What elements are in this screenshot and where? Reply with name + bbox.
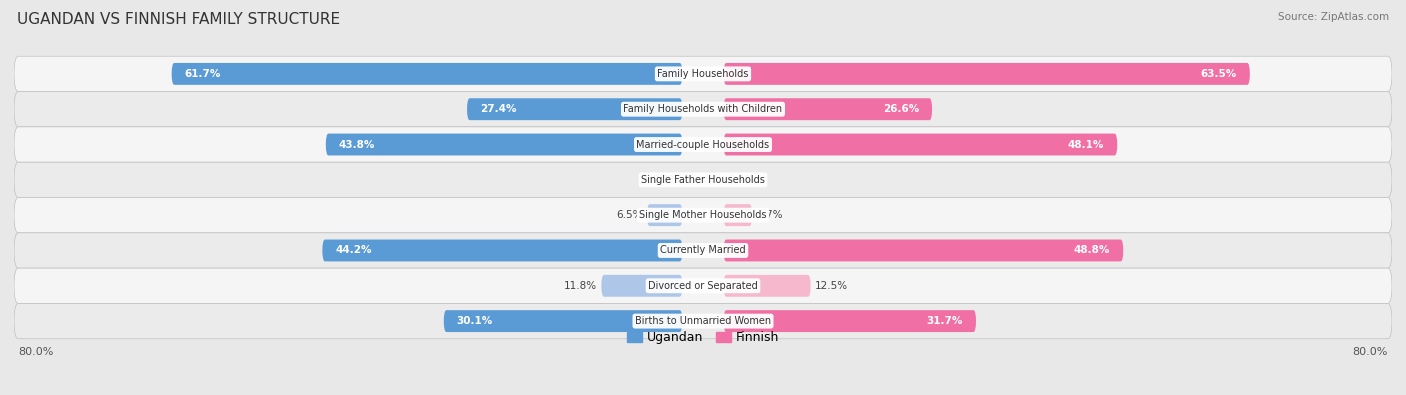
Text: 80.0%: 80.0%	[1353, 346, 1388, 357]
FancyBboxPatch shape	[14, 198, 1392, 233]
FancyBboxPatch shape	[467, 98, 682, 120]
Text: 6.5%: 6.5%	[616, 210, 643, 220]
FancyBboxPatch shape	[14, 56, 1392, 92]
FancyBboxPatch shape	[724, 275, 811, 297]
Text: 48.8%: 48.8%	[1074, 245, 1111, 256]
FancyBboxPatch shape	[724, 63, 1250, 85]
FancyBboxPatch shape	[14, 92, 1392, 127]
Text: 43.8%: 43.8%	[339, 139, 375, 150]
FancyBboxPatch shape	[724, 98, 932, 120]
Text: 11.8%: 11.8%	[564, 281, 598, 291]
FancyBboxPatch shape	[724, 204, 752, 226]
Text: 61.7%: 61.7%	[184, 69, 221, 79]
Text: 26.6%: 26.6%	[883, 104, 920, 114]
Text: Single Mother Households: Single Mother Households	[640, 210, 766, 220]
FancyBboxPatch shape	[647, 204, 682, 226]
Text: 30.1%: 30.1%	[457, 316, 494, 326]
FancyBboxPatch shape	[444, 310, 682, 332]
FancyBboxPatch shape	[322, 239, 682, 261]
FancyBboxPatch shape	[172, 63, 682, 85]
FancyBboxPatch shape	[14, 303, 1392, 339]
FancyBboxPatch shape	[14, 162, 1392, 198]
FancyBboxPatch shape	[724, 310, 976, 332]
FancyBboxPatch shape	[14, 268, 1392, 303]
Text: 63.5%: 63.5%	[1201, 69, 1237, 79]
Text: Family Households with Children: Family Households with Children	[623, 104, 783, 114]
FancyBboxPatch shape	[326, 134, 682, 156]
Text: 80.0%: 80.0%	[18, 346, 53, 357]
Text: Family Households: Family Households	[658, 69, 748, 79]
FancyBboxPatch shape	[602, 275, 682, 297]
Text: Single Father Households: Single Father Households	[641, 175, 765, 185]
FancyBboxPatch shape	[14, 233, 1392, 268]
Text: 2.3%: 2.3%	[652, 175, 679, 185]
Text: Married-couple Households: Married-couple Households	[637, 139, 769, 150]
Text: 48.1%: 48.1%	[1069, 139, 1104, 150]
FancyBboxPatch shape	[14, 127, 1392, 162]
Text: 2.4%: 2.4%	[728, 175, 755, 185]
Text: 31.7%: 31.7%	[927, 316, 963, 326]
Text: Divorced or Separated: Divorced or Separated	[648, 281, 758, 291]
Text: 44.2%: 44.2%	[335, 245, 371, 256]
Text: Source: ZipAtlas.com: Source: ZipAtlas.com	[1278, 12, 1389, 22]
Text: UGANDAN VS FINNISH FAMILY STRUCTURE: UGANDAN VS FINNISH FAMILY STRUCTURE	[17, 12, 340, 27]
Legend: Ugandan, Finnish: Ugandan, Finnish	[627, 331, 779, 344]
FancyBboxPatch shape	[724, 134, 1118, 156]
Text: 5.7%: 5.7%	[756, 210, 783, 220]
Text: 27.4%: 27.4%	[479, 104, 516, 114]
FancyBboxPatch shape	[724, 239, 1123, 261]
Text: Currently Married: Currently Married	[661, 245, 745, 256]
Text: 12.5%: 12.5%	[815, 281, 848, 291]
Text: Births to Unmarried Women: Births to Unmarried Women	[636, 316, 770, 326]
